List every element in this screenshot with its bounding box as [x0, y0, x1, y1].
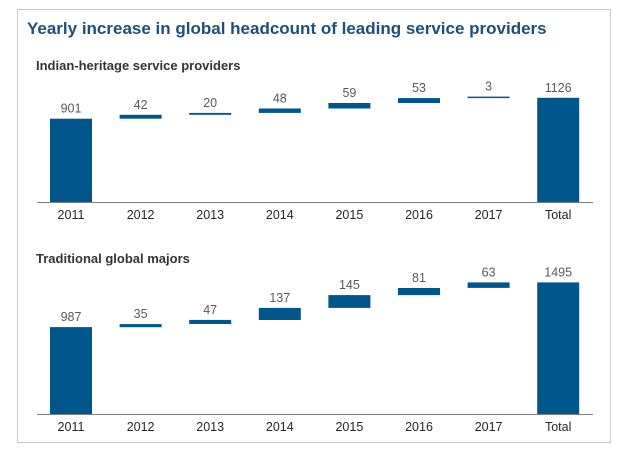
chart-1-bar-2013 [189, 112, 232, 115]
chart-1-category-label: Total [545, 208, 571, 222]
chart-2-category-label: 2012 [127, 420, 155, 434]
chart-2-value-label: 63 [482, 265, 496, 279]
chart-1-value-label: 48 [273, 92, 287, 106]
chart-2-category-label: 2017 [475, 420, 503, 434]
chart-1-value-label: 59 [342, 86, 356, 100]
chart-2-bar-2011 [50, 327, 92, 414]
chart-2-title: Traditional global majors [36, 251, 190, 266]
chart-2-value-label: 987 [61, 310, 82, 324]
chart-1-category-label: 2014 [266, 208, 294, 222]
chart-2-value-label: 47 [203, 303, 217, 317]
chart-frame [17, 9, 611, 443]
chart-1-value-label: 1126 [545, 81, 572, 95]
chart-1-category-label: 2015 [335, 208, 363, 222]
chart-2-bar-2013 [189, 319, 232, 324]
chart-1-bar-2011 [50, 118, 92, 202]
chart-1-category-label: 2013 [196, 208, 224, 222]
chart-2-value-label: 1495 [544, 265, 572, 279]
page-title: Yearly increase in global headcount of l… [27, 19, 547, 38]
chart-1-value-label: 20 [203, 96, 217, 110]
chart-2-category-label: 2014 [266, 420, 294, 434]
chart-1-value-label: 42 [134, 98, 148, 112]
chart-1-bar-2012 [119, 114, 162, 119]
chart-1-value-label: 3 [485, 80, 492, 94]
chart-2-category-label: Total [545, 420, 571, 434]
chart-1-bar-2016 [398, 98, 440, 103]
chart-2-bar-2014 [258, 307, 301, 320]
chart-1-value-label: 901 [61, 102, 82, 116]
chart-2-bar-total [537, 282, 580, 414]
chart-1-title: Indian-heritage service providers [36, 58, 241, 73]
chart-2-value-label: 145 [339, 278, 360, 292]
chart-2-category-label: 2015 [335, 420, 363, 434]
chart-1-category-label: 2017 [475, 208, 503, 222]
chart-2-value-label: 137 [269, 291, 290, 305]
chart-2-category-label: 2013 [196, 420, 224, 434]
chart-1-value-label: 53 [412, 81, 426, 95]
chart-2-bar-2012 [119, 324, 162, 328]
chart-2-value-label: 35 [134, 307, 148, 321]
chart-1-bar-2014 [258, 108, 301, 113]
chart-1-bar-total [537, 97, 580, 202]
chart-2-bar-2016 [398, 288, 440, 296]
chart-2-bar-2017 [467, 282, 510, 288]
chart-2-value-label: 81 [412, 271, 426, 285]
chart-1-category-label: 2011 [58, 208, 85, 222]
chart-1-bar-2017 [467, 96, 510, 99]
chart-2-bar-2015 [328, 295, 371, 308]
chart-2-category-label: 2011 [58, 420, 85, 434]
chart-1-category-label: 2016 [405, 208, 433, 222]
chart-1-bar-2015 [328, 103, 371, 109]
chart-2-category-label: 2016 [405, 420, 433, 434]
chart-1-category-label: 2012 [127, 208, 155, 222]
